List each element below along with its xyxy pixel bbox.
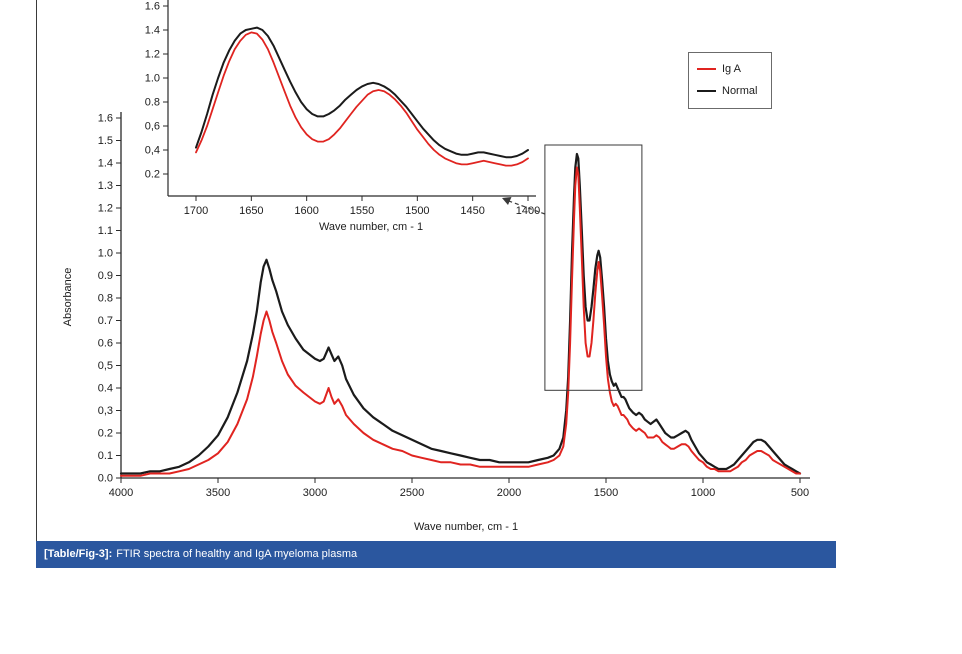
svg-text:3000: 3000: [303, 487, 327, 499]
svg-text:0.1: 0.1: [98, 450, 113, 462]
legend-label-normal: Normal: [722, 85, 758, 97]
svg-text:0.9: 0.9: [98, 270, 113, 282]
figure-caption-bar: [Table/Fig-3]: FTIR spectra of healthy an…: [36, 541, 836, 568]
svg-text:1.0: 1.0: [145, 73, 160, 85]
svg-text:1.2: 1.2: [98, 203, 113, 215]
svg-text:1.5: 1.5: [98, 135, 113, 147]
svg-text:1.6: 1.6: [98, 113, 113, 125]
svg-text:0.4: 0.4: [98, 383, 113, 395]
main-x-axis-label: Wave number, cm - 1: [413, 521, 519, 533]
legend-label-iga: Ig A: [722, 63, 741, 75]
ftir-chart-canvas: 0.0 0.1 0.2 0,3 0.4 0,5 0.6 0.7 0.8 0.9 1.0 1.1 1.2 1…: [98, 0, 810, 499]
svg-text:0.0: 0.0: [98, 473, 113, 485]
svg-text:1.0: 1.0: [98, 248, 113, 260]
svg-text:0,4: 0,4: [145, 145, 160, 157]
svg-text:4000: 4000: [109, 487, 133, 499]
svg-text:1.4: 1.4: [98, 158, 113, 170]
iga-line-swatch: [697, 68, 716, 70]
svg-text:1650: 1650: [239, 205, 263, 217]
inset-x-axis-label: Wave number, cm - 1: [318, 221, 424, 233]
svg-text:1000: 1000: [691, 487, 715, 499]
svg-text:0.8: 0.8: [145, 97, 160, 109]
svg-text:1700: 1700: [184, 205, 208, 217]
svg-text:1600: 1600: [294, 205, 318, 217]
main-y-axis-label: Absorbance: [62, 267, 74, 327]
svg-text:0.6: 0.6: [98, 338, 113, 350]
legend: Ig A Normal: [688, 52, 772, 109]
caption-tag: [Table/Fig-3]:: [44, 548, 113, 560]
svg-text:1500: 1500: [594, 487, 618, 499]
caption-text: FTIR spectra of healthy and IgA myeloma …: [116, 548, 358, 560]
svg-text:1400: 1400: [516, 205, 540, 217]
svg-text:1.2: 1.2: [145, 49, 160, 61]
svg-text:0.2: 0.2: [145, 169, 160, 181]
svg-text:1450: 1450: [460, 205, 484, 217]
svg-text:0,6: 0,6: [145, 121, 160, 133]
legend-item-normal: Normal: [697, 82, 763, 100]
svg-text:1550: 1550: [350, 205, 374, 217]
svg-text:0,3: 0,3: [98, 405, 113, 417]
svg-text:0.8: 0.8: [98, 293, 113, 305]
svg-text:1.3: 1.3: [98, 180, 113, 192]
svg-text:3500: 3500: [206, 487, 230, 499]
svg-text:0.7: 0.7: [98, 315, 113, 327]
svg-text:1500: 1500: [405, 205, 429, 217]
legend-item-iga: Ig A: [697, 60, 763, 78]
svg-text:2500: 2500: [400, 487, 424, 499]
svg-text:1.1: 1.1: [98, 225, 113, 237]
figure-left-border: [36, 0, 37, 541]
svg-text:1.6: 1.6: [145, 1, 160, 13]
svg-text:0.2: 0.2: [98, 428, 113, 440]
svg-text:0,5: 0,5: [98, 360, 113, 372]
svg-text:500: 500: [791, 487, 809, 499]
normal-line-swatch: [697, 90, 716, 92]
svg-text:2000: 2000: [497, 487, 521, 499]
svg-text:1.4: 1.4: [145, 25, 160, 37]
